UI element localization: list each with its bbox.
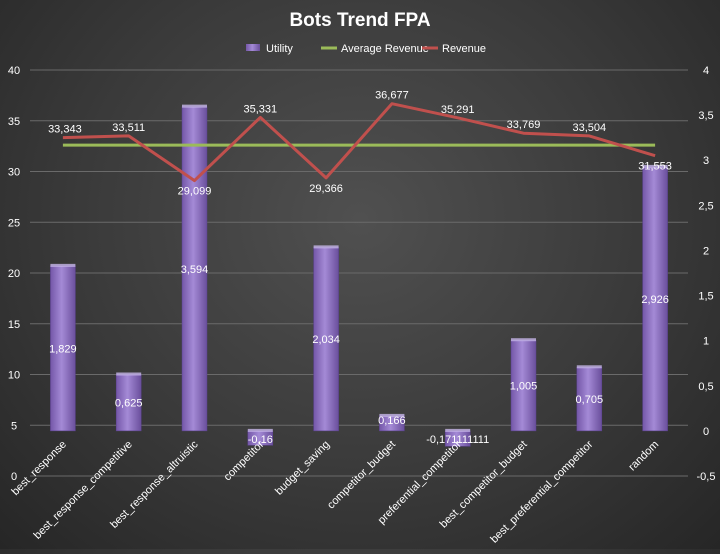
bar-utility [510,339,537,432]
bar-utility-cap [379,413,405,417]
bar-utility-cap [445,428,471,432]
y-left-tick-label: 5 [11,420,17,432]
category-label: best_response [10,439,70,499]
bar-utility-cap [511,338,536,342]
lines [62,102,656,183]
bar-utility [576,367,603,432]
category-label: competitor [222,438,267,483]
y-right-tick-label: 0,5 [698,381,713,393]
category-label: budget_saving [273,439,332,498]
data-label-utility: -0,171111111 [426,434,489,446]
y-right-tick-label: 0 [703,426,709,438]
legend-label: Utility [266,43,293,55]
data-label-utility: 3,594 [181,264,209,276]
data-label-revenue: 29,366 [309,183,343,195]
bar-utility [642,166,668,432]
y-left-tick-label: 10 [8,370,20,382]
y-right-tick-label: 3 [703,155,709,167]
data-label-revenue: 36,677 [375,90,409,102]
y-left-tick-label: 20 [8,268,20,280]
bar-utility-cap [576,365,602,369]
data-label-revenue: 31,553 [638,161,672,173]
data-label-revenue: 35,331 [243,103,277,115]
y-left-tick-label: 25 [8,217,20,229]
data-label-utility: -0,16 [248,434,273,446]
bar-utility [313,247,339,432]
legend-label: Revenue [442,43,486,55]
data-label-revenue: 29,099 [178,186,212,198]
y-right-tick-label: 4 [703,65,709,77]
bar-utility-cap [313,245,339,249]
data-label-utility: 2,926 [641,294,669,306]
chart-title: Bots Trend FPA [289,10,430,31]
legend-label: Average Revenue [341,43,429,55]
data-label-revenue: 35,291 [441,104,475,116]
data-label-revenue: 33,504 [572,122,606,134]
y-right-tick-label: -0,5 [697,471,716,483]
line-revenue [62,102,656,183]
y-left-tick-label: 15 [8,319,20,331]
data-label-utility: 0,625 [115,398,143,410]
bar-utility-cap [182,104,207,108]
bar-utility-cap [642,164,668,168]
bar-utility-cap [247,428,273,432]
bar-utility [50,265,76,432]
bars [50,104,668,447]
data-label-revenue: 33,343 [48,124,82,136]
y-left-tick-label: 40 [8,65,20,77]
data-label-revenue: 33,769 [507,119,541,131]
y-right-tick-label: 2 [703,245,709,257]
y-right-tick-label: 1 [703,336,709,348]
data-label-utility: 0,166 [378,415,406,427]
bar-utility [181,106,208,432]
data-label-revenue: 33,511 [112,122,145,134]
category-label: random [626,439,661,474]
y-left-tick-label: 30 [8,167,20,179]
y-left-tick-label: 35 [8,116,20,128]
data-label-utility: 2,034 [312,334,340,346]
data-labels: 1,829 0,625 3,594 -0,16 2,034 0,166 -0,1711111… [48,90,672,446]
bar-utility-cap [50,263,76,267]
legend: Utility Average Revenue Revenue [246,43,486,55]
legend-swatch-utility [246,44,260,51]
data-label-utility: 1,829 [49,343,77,355]
y-right-tick-label: 3,5 [698,110,713,122]
category-label: competitor_budget [325,439,398,512]
bar-utility-cap [116,372,142,376]
data-label-utility: 1,005 [510,381,538,393]
y-left-tick-label: 0 [11,471,17,483]
data-label-utility: 0,705 [576,394,604,406]
y-right-tick-label: 2,5 [698,200,713,212]
y-right-tick-label: 1,5 [698,291,713,303]
